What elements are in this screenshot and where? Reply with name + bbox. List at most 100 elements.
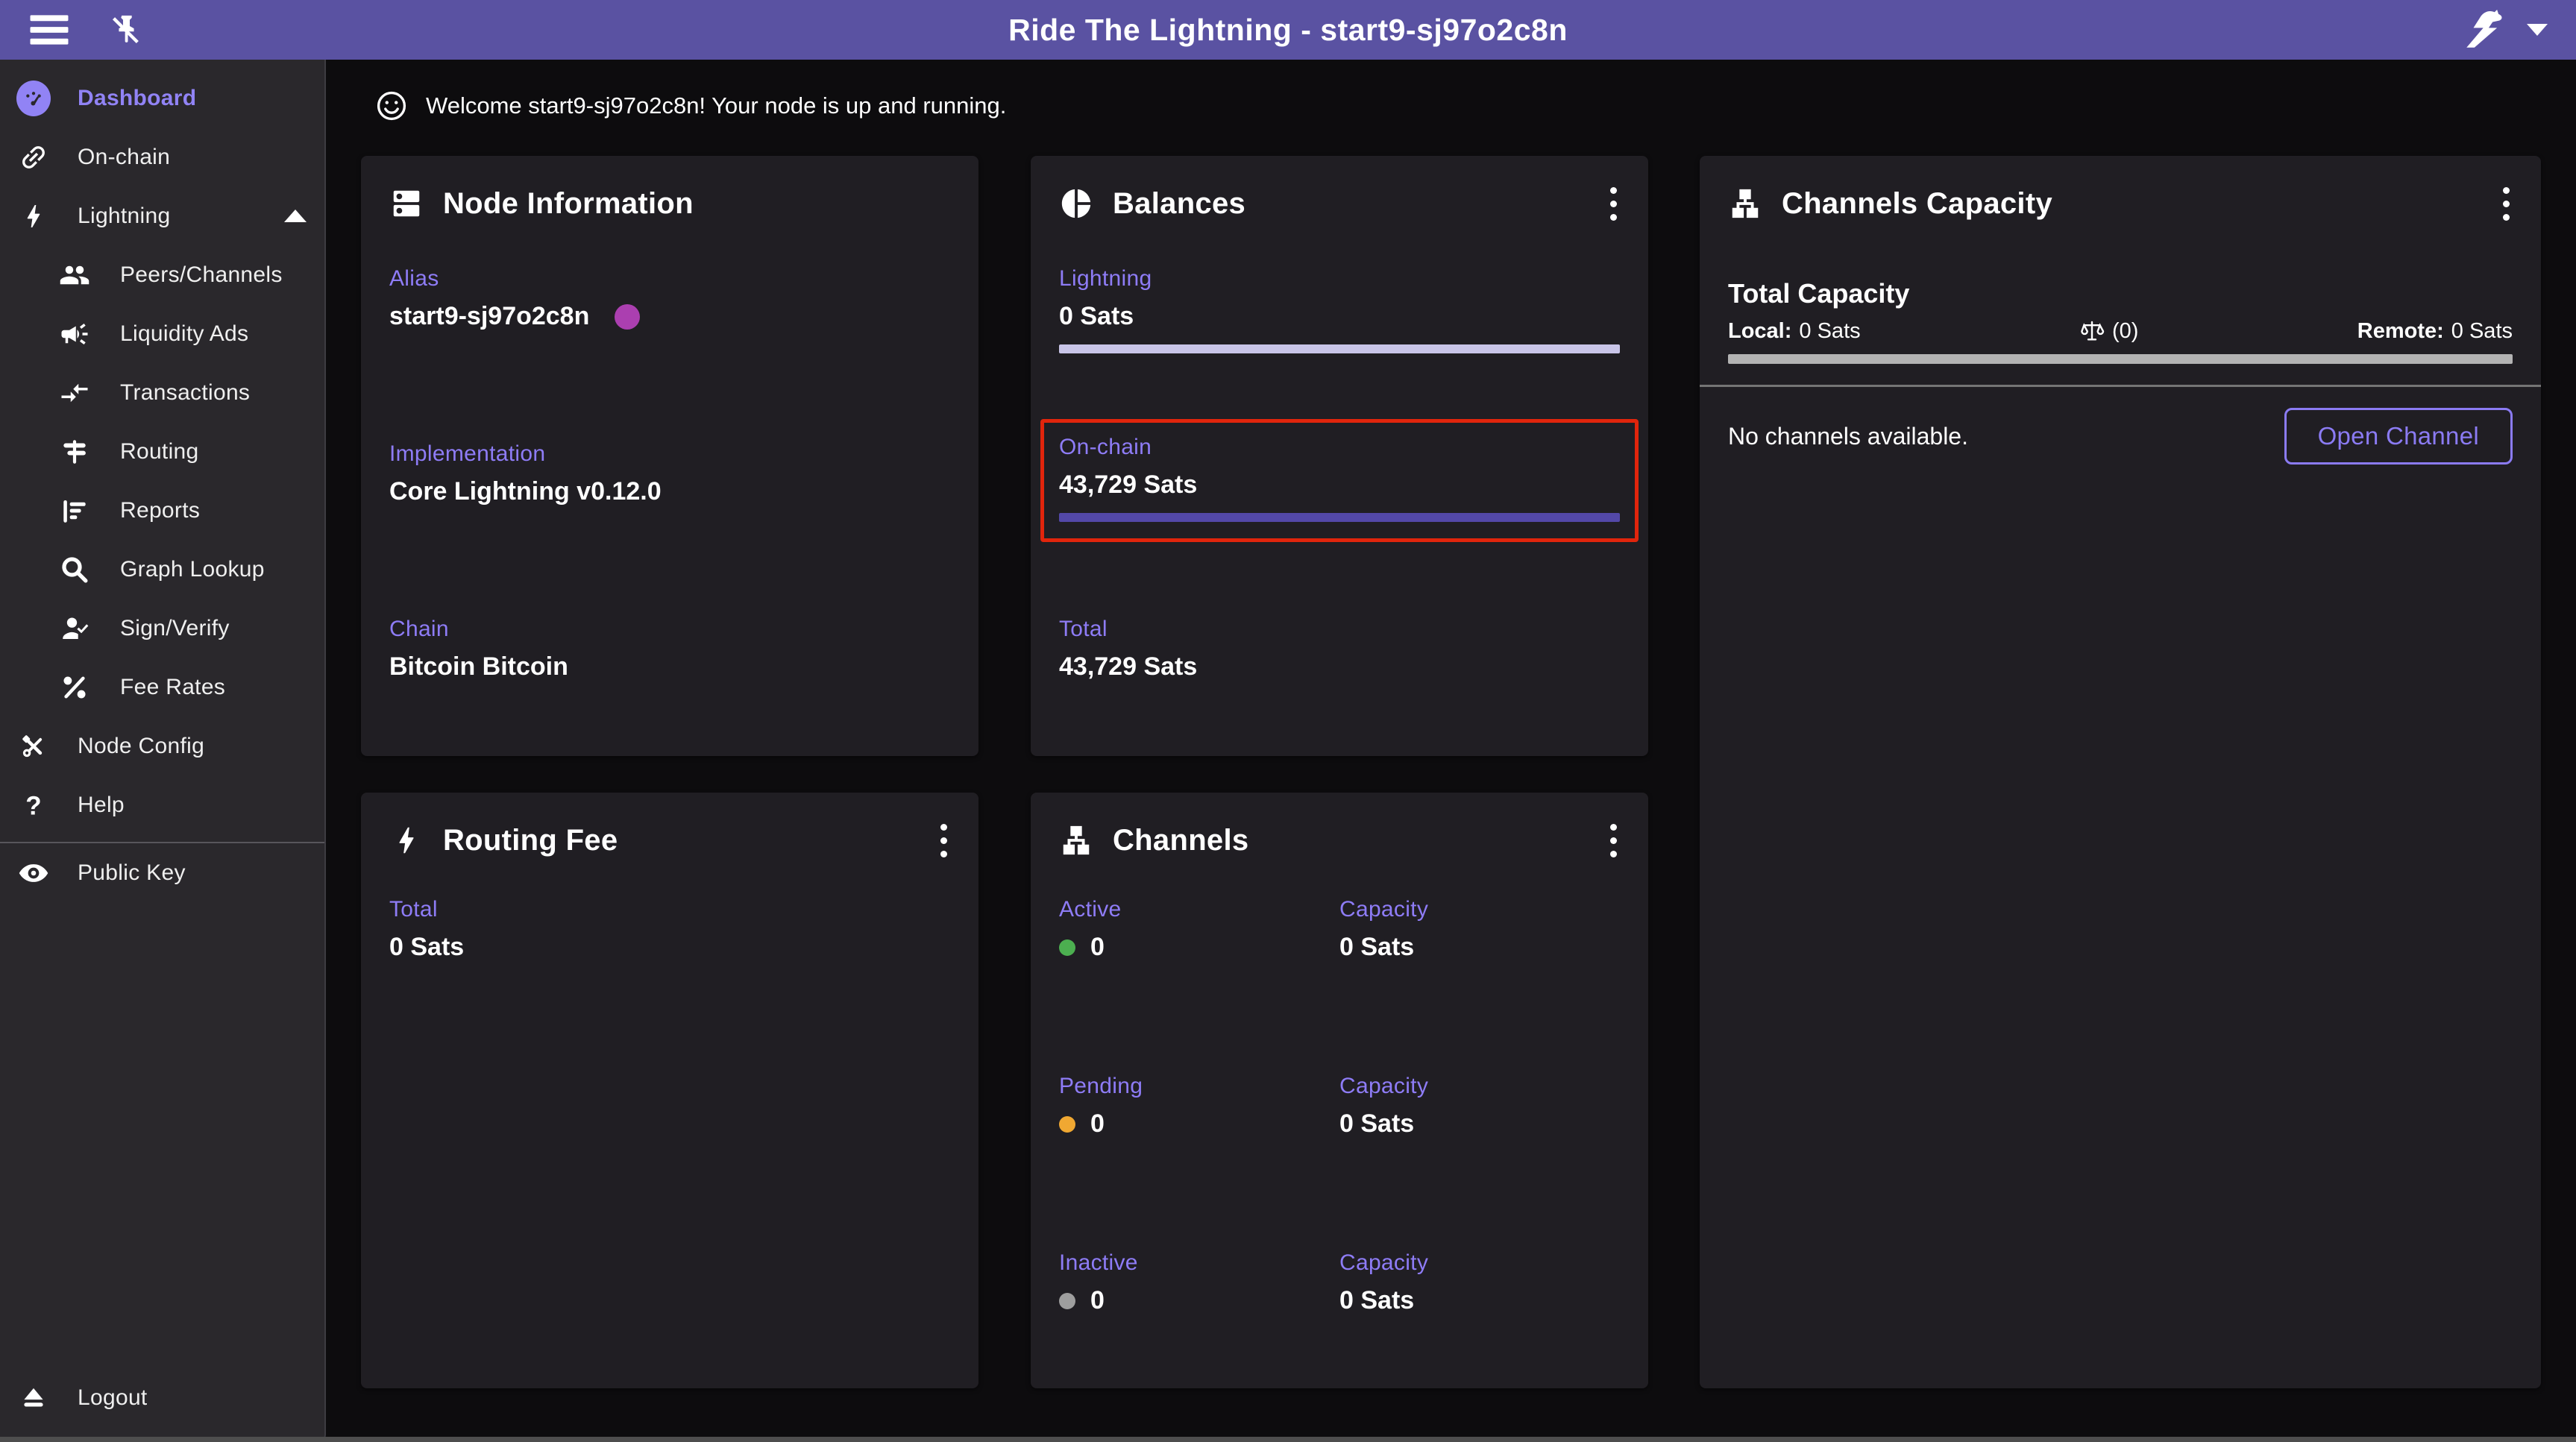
sidebar-item-node-config[interactable]: Node Config [0,717,324,775]
lightning-balance-bar [1059,344,1620,353]
chain-field: Chain Bitcoin Bitcoin [389,617,950,681]
person-check-icon [57,613,92,644]
sidebar-item-transactions[interactable]: Transactions [0,363,324,422]
capacity-summary-row: Local: 0 Sats (0) Remote: 0 Sats [1728,318,2513,343]
capacity-bar [1728,354,2513,364]
inactive-count: 0 [1090,1286,1105,1315]
sidebar-item-label: Help [78,792,125,817]
pending-capacity-value: 0 Sats [1339,1109,1415,1138]
welcome-banner: Welcome start9-sj97o2c8n! Your node is u… [375,89,1006,122]
megaphone-icon [57,318,92,350]
collapse-icon [284,210,307,222]
lightning-bolt-icon [389,823,424,857]
onchain-balance: On-chain 43,729 Sats [1059,435,1620,522]
eye-icon [16,857,51,890]
card-title: Balances [1113,186,1246,220]
routing-fee-value: 0 Sats [389,933,465,961]
total-balance: Total 43,729 Sats [1059,617,1620,681]
unpin-sidebar-button[interactable] [109,13,143,47]
local-capacity-value: 0 Sats [1799,318,1861,343]
sidebar-item-sign-verify[interactable]: Sign/Verify [0,599,324,658]
top-bar: Ride The Lightning - start9-sj97o2c8n [0,0,2576,60]
lightning-bolt-icon [16,201,51,231]
sidebar-item-label: Fee Rates [120,674,226,699]
peers-icon [57,259,92,291]
rtl-horse-logo-icon [2460,8,2509,51]
welcome-text: Welcome start9-sj97o2c8n! Your node is u… [426,92,1007,119]
server-icon [389,186,424,221]
sidebar-item-reports[interactable]: Reports [0,481,324,540]
pie-chart-icon [1059,186,1093,221]
sidebar-item-routing[interactable]: Routing [0,422,324,481]
lightning-balance: Lightning 0 Sats [1059,266,1620,353]
sidebar-item-label: Graph Lookup [120,556,265,582]
sidebar-item-dashboard[interactable]: Dashboard [0,69,324,127]
sidebar-item-label: Reports [120,497,201,523]
capacity-more-menu[interactable] [2500,183,2513,225]
sidebar-item-label: Dashboard [78,85,197,110]
question-mark-icon: ? [16,790,51,821]
link-icon [16,142,51,173]
sidebar-item-label: Routing [120,438,199,464]
sidebar-item-lightning[interactable]: Lightning [0,186,324,245]
balances-more-menu[interactable] [1607,183,1620,225]
active-capacity-value: 0 Sats [1339,933,1415,961]
horizontal-scrollbar[interactable] [0,1437,2576,1442]
compare-arrows-icon [57,377,92,409]
card-divider [1700,385,2541,387]
sidebar-item-peers-channels[interactable]: Peers/Channels [0,245,324,304]
inactive-capacity-value: 0 Sats [1339,1286,1415,1315]
bar-chart-icon [57,495,92,526]
sidebar-item-logout[interactable]: Logout [0,1368,324,1427]
sidebar-item-onchain[interactable]: On-chain [0,127,324,186]
sidebar-item-label: Logout [78,1385,148,1410]
signpost-icon [57,436,92,467]
inactive-status-dot [1059,1292,1075,1309]
pin-off-icon [109,13,143,47]
card-title: Node Information [443,186,694,220]
sidebar-item-public-key[interactable]: Public Key [0,843,324,902]
sidebar-item-label: Peers/Channels [120,262,283,287]
no-channels-message: No channels available. [1728,422,1968,450]
routing-fee-card: Routing Fee Total 0 Sats [361,793,978,1388]
card-title: Channels [1113,823,1249,857]
sidebar-item-label: Liquidity Ads [120,321,249,346]
sidebar-item-label: Lightning [78,203,171,228]
card-title: Channels Capacity [1782,186,2052,220]
onchain-highlight-annotation: On-chain 43,729 Sats [1040,419,1639,542]
channels-card: Channels Active 0 Capacity 0 Sats Pendin… [1031,793,1648,1388]
menu-button[interactable] [28,13,70,46]
total-balance-value: 43,729 Sats [1059,652,1198,681]
main-content: Welcome start9-sj97o2c8n! Your node is u… [326,60,2576,1442]
hamburger-icon [28,13,70,46]
sidebar-item-label: Sign/Verify [120,615,230,640]
percent-icon [57,672,92,703]
channels-inactive-row: Inactive 0 Capacity 0 Sats [1059,1250,1620,1315]
routing-fee-total: Total 0 Sats [389,897,950,962]
balances-card: Balances Lightning 0 Sats On-chain 43,72… [1031,156,1648,756]
card-title: Routing Fee [443,823,618,857]
alias-value: start9-sj97o2c8n [389,302,590,330]
active-status-dot [1059,939,1075,956]
sidebar: Dashboard On-chain Lightning [0,60,326,1442]
channels-more-menu[interactable] [1607,819,1620,862]
alias-color-dot [615,303,641,330]
sidebar-item-help[interactable]: ? Help [0,775,324,834]
sidebar-divider [0,842,324,843]
channels-capacity-card: Channels Capacity Total Capacity Local: 0… [1700,156,2541,1388]
open-channel-button[interactable]: Open Channel [2284,408,2513,465]
chevron-down-icon[interactable] [2527,24,2548,36]
sidebar-item-label: On-chain [78,144,171,169]
remote-capacity-value: 0 Sats [2451,318,2513,343]
channels-pending-row: Pending 0 Capacity 0 Sats [1059,1074,1620,1139]
sidebar-item-fee-rates[interactable]: Fee Rates [0,658,324,717]
account-menu-button[interactable] [2460,8,2509,51]
sidebar-item-liquidity-ads[interactable]: Liquidity Ads [0,304,324,363]
tools-icon [16,731,51,762]
balanced-channels-count: (0) [2111,318,2139,343]
eject-icon [16,1382,51,1414]
node-information-card: Node Information Alias start9-sj97o2c8n … [361,156,978,756]
onchain-balance-value: 43,729 Sats [1059,470,1198,499]
sidebar-item-graph-lookup[interactable]: Graph Lookup [0,540,324,599]
routing-fee-more-menu[interactable] [937,819,950,862]
